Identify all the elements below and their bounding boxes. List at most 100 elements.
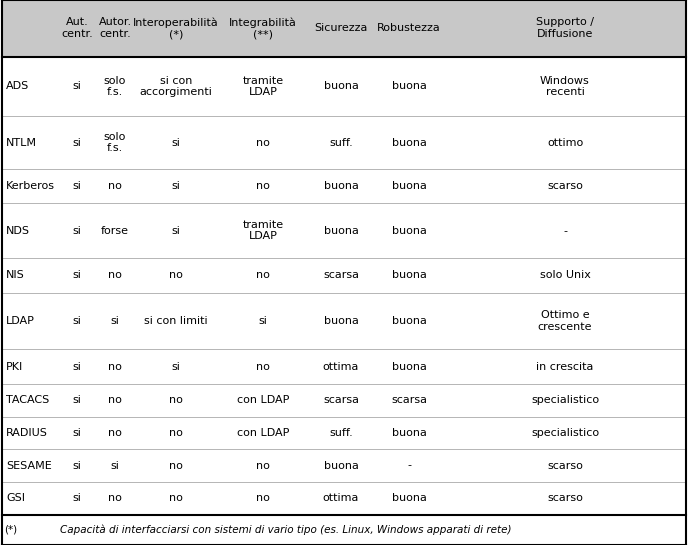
Text: si: si xyxy=(72,361,81,372)
Bar xyxy=(2,117,686,168)
Text: con LDAP: con LDAP xyxy=(237,428,289,438)
Text: Capacità di interfacciarsi con sistemi di vario tipo (es. Linux, Windows apparat: Capacità di interfacciarsi con sistemi d… xyxy=(60,524,511,535)
Text: buona: buona xyxy=(323,316,358,326)
Text: TACACS: TACACS xyxy=(6,395,50,405)
Text: tramite
LDAP: tramite LDAP xyxy=(242,220,283,241)
Text: ottima: ottima xyxy=(323,493,359,503)
Text: si: si xyxy=(72,428,81,438)
Bar xyxy=(2,258,686,293)
Text: Robustezza: Robustezza xyxy=(377,23,441,33)
Text: tramite
LDAP: tramite LDAP xyxy=(242,76,283,97)
Text: si: si xyxy=(72,137,81,148)
Text: NIS: NIS xyxy=(6,270,25,280)
Text: solo
f.s.: solo f.s. xyxy=(104,76,126,97)
Text: si: si xyxy=(171,361,180,372)
Text: scarsa: scarsa xyxy=(323,270,359,280)
Text: no: no xyxy=(256,181,270,191)
Text: Autor.
centr.: Autor. centr. xyxy=(98,17,131,39)
Text: specialistico: specialistico xyxy=(531,428,599,438)
Text: GSI: GSI xyxy=(6,493,25,503)
Text: buona: buona xyxy=(391,493,427,503)
Bar xyxy=(2,482,686,514)
Text: no: no xyxy=(169,461,183,470)
Text: solo Unix: solo Unix xyxy=(539,270,590,280)
Text: Windows
recenti: Windows recenti xyxy=(540,76,590,97)
Text: no: no xyxy=(169,428,183,438)
Text: buona: buona xyxy=(323,181,358,191)
Text: no: no xyxy=(256,493,270,503)
Text: ottimo: ottimo xyxy=(547,137,583,148)
Text: Kerberos: Kerberos xyxy=(6,181,55,191)
Text: Integrabilità
(**): Integrabilità (**) xyxy=(229,17,297,39)
Text: specialistico: specialistico xyxy=(531,395,599,405)
Text: no: no xyxy=(108,395,122,405)
Text: scarsa: scarsa xyxy=(391,395,427,405)
Text: buona: buona xyxy=(391,82,427,92)
Bar xyxy=(2,168,686,203)
Text: solo
f.s.: solo f.s. xyxy=(104,132,126,153)
Text: si: si xyxy=(72,395,81,405)
Text: NDS: NDS xyxy=(6,226,30,235)
Text: Supporto /
Diffusione: Supporto / Diffusione xyxy=(536,17,594,39)
Text: si: si xyxy=(72,181,81,191)
Bar xyxy=(2,349,686,384)
Text: buona: buona xyxy=(391,361,427,372)
Text: no: no xyxy=(169,270,183,280)
Text: buona: buona xyxy=(323,82,358,92)
Text: no: no xyxy=(108,428,122,438)
Text: no: no xyxy=(256,137,270,148)
Text: NTLM: NTLM xyxy=(6,137,37,148)
Bar xyxy=(2,384,686,416)
Text: si: si xyxy=(111,461,120,470)
Text: Aut.
centr.: Aut. centr. xyxy=(61,17,93,39)
Bar xyxy=(2,0,686,57)
Text: forse: forse xyxy=(101,226,129,235)
Text: no: no xyxy=(256,361,270,372)
Bar xyxy=(2,57,686,117)
Text: no: no xyxy=(256,461,270,470)
Text: si: si xyxy=(259,316,268,326)
Text: no: no xyxy=(256,270,270,280)
Text: si: si xyxy=(171,181,180,191)
Text: ottima: ottima xyxy=(323,361,359,372)
Text: -: - xyxy=(407,461,411,470)
Text: Ottimo e
crescente: Ottimo e crescente xyxy=(538,310,592,332)
Text: buona: buona xyxy=(323,461,358,470)
Text: Sicurezza: Sicurezza xyxy=(314,23,367,33)
Text: in crescita: in crescita xyxy=(537,361,594,372)
Text: SESAME: SESAME xyxy=(6,461,52,470)
Text: si: si xyxy=(72,82,81,92)
Text: RADIUS: RADIUS xyxy=(6,428,48,438)
Text: no: no xyxy=(169,395,183,405)
Text: si: si xyxy=(72,316,81,326)
Text: scarso: scarso xyxy=(547,181,583,191)
Text: buona: buona xyxy=(391,428,427,438)
Bar xyxy=(2,449,686,482)
Text: si: si xyxy=(72,461,81,470)
Text: no: no xyxy=(108,270,122,280)
Text: scarso: scarso xyxy=(547,493,583,503)
Text: suff.: suff. xyxy=(329,428,353,438)
Text: scarsa: scarsa xyxy=(323,395,359,405)
Text: suff.: suff. xyxy=(329,137,353,148)
Bar xyxy=(2,416,686,449)
Text: con LDAP: con LDAP xyxy=(237,395,289,405)
Text: no: no xyxy=(108,181,122,191)
Text: si: si xyxy=(111,316,120,326)
Text: (*): (*) xyxy=(4,525,17,535)
Bar xyxy=(2,203,686,258)
Text: -: - xyxy=(563,226,567,235)
Text: no: no xyxy=(108,493,122,503)
Text: LDAP: LDAP xyxy=(6,316,35,326)
Text: si: si xyxy=(171,226,180,235)
Text: si con limiti: si con limiti xyxy=(144,316,208,326)
Text: no: no xyxy=(108,361,122,372)
Text: si: si xyxy=(72,226,81,235)
Text: buona: buona xyxy=(391,316,427,326)
Text: Interoperabilità
(*): Interoperabilità (*) xyxy=(133,17,219,39)
Text: buona: buona xyxy=(391,181,427,191)
Text: no: no xyxy=(169,493,183,503)
Text: buona: buona xyxy=(391,226,427,235)
Text: si: si xyxy=(72,270,81,280)
Text: buona: buona xyxy=(391,270,427,280)
